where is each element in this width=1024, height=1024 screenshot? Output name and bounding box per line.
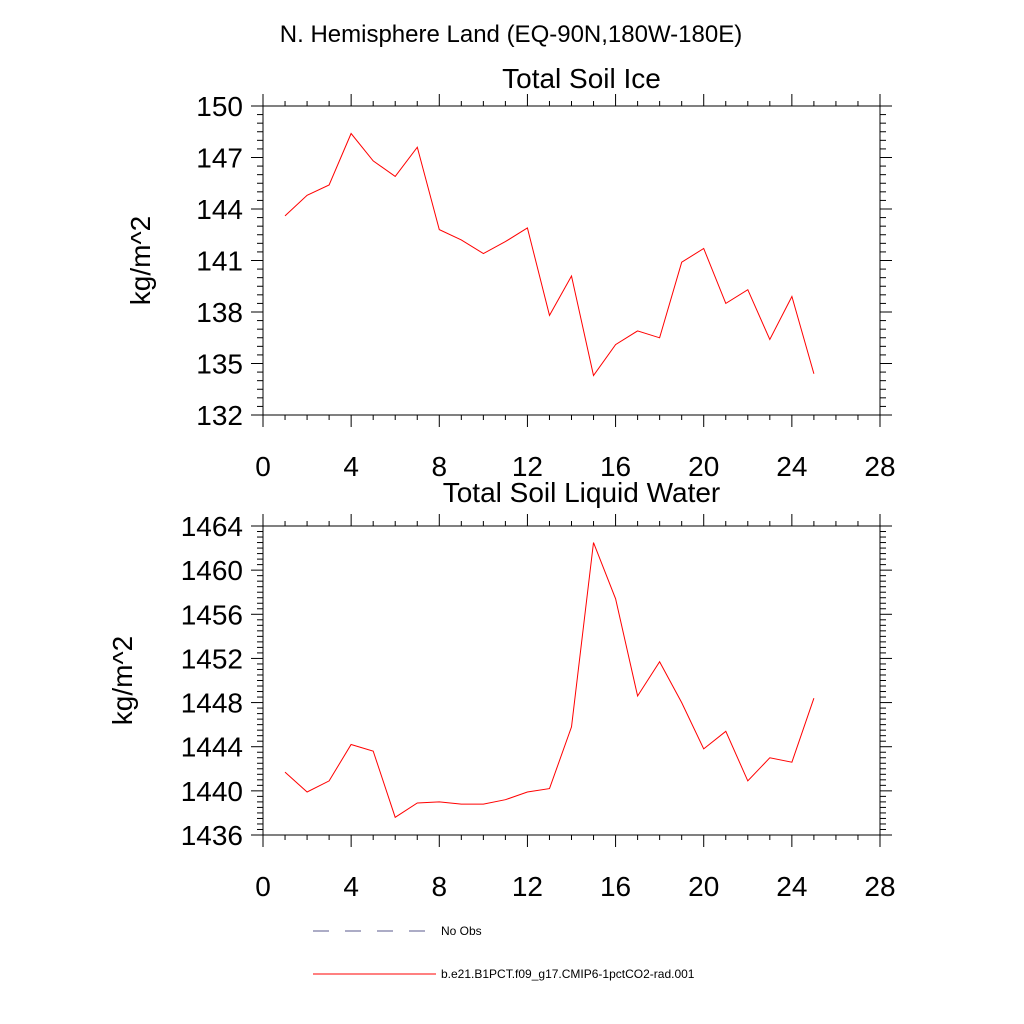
y-tick-label: 1444 [181,732,243,763]
chart-total-soil-liquid-water: Total Soil Liquid Water kg/m^2 0 4 8 12 16 20 24… [107,477,896,902]
y-tick-label: 144 [196,194,243,225]
legend-model-label: b.e21.B1PCT.f09_g17.CMIP6-1pctCO2-rad.00… [441,967,695,981]
y-tick-label: 141 [196,246,243,277]
x-tick-label: 12 [512,871,543,902]
legend-obs-label: No Obs [441,924,482,938]
x-tick-label: 4 [343,451,359,482]
y-tick-label: 1436 [181,820,243,851]
series-line [284,132,815,377]
x-tick-label: 28 [864,871,895,902]
y-tick-label: 1460 [181,555,243,586]
x-tick-label: 12 [512,451,543,482]
plot-frame [262,105,881,416]
x-tick-label: 8 [431,451,447,482]
x-tick-label: 0 [255,871,271,902]
y-tick-label: 1456 [181,599,243,630]
x-tick-label: 16 [600,451,631,482]
y-tick-label: 1452 [181,643,243,674]
plot-frame [262,525,881,836]
y-tick-label: 150 [196,91,243,122]
x-tick-label: 24 [776,451,807,482]
x-tick-label: 24 [776,871,807,902]
y-tick-label: 135 [196,349,243,380]
x-tick-label: 28 [864,451,895,482]
y-axis-label: kg/m^2 [107,636,138,725]
x-tick-label: 4 [343,871,359,902]
y-tick-label: 1448 [181,688,243,719]
legend: No Obs b.e21.B1PCT.f09_g17.CMIP6-1pctCO2… [313,924,695,981]
x-tick-label: 0 [255,451,271,482]
page-title: N. Hemisphere Land (EQ-90N,180W-180E) [280,21,742,48]
y-tick-label: 147 [196,143,243,174]
series-line [284,542,815,819]
x-tick-label: 8 [431,871,447,902]
chart-total-soil-ice: Total Soil Ice kg/m^2 0 4 8 12 16 20 24 28 132 135 1… [125,63,896,482]
y-axis-label: kg/m^2 [125,216,156,305]
y-tick-label: 138 [196,297,243,328]
x-tick-label: 16 [600,871,631,902]
chart-title: Total Soil Liquid Water [443,477,721,508]
y-tick-label: 132 [196,400,243,431]
chart-title: Total Soil Ice [502,63,661,94]
y-tick-label: 1464 [181,511,243,542]
x-tick-label: 20 [688,451,719,482]
y-tick-label: 1440 [181,776,243,807]
x-tick-label: 20 [688,871,719,902]
